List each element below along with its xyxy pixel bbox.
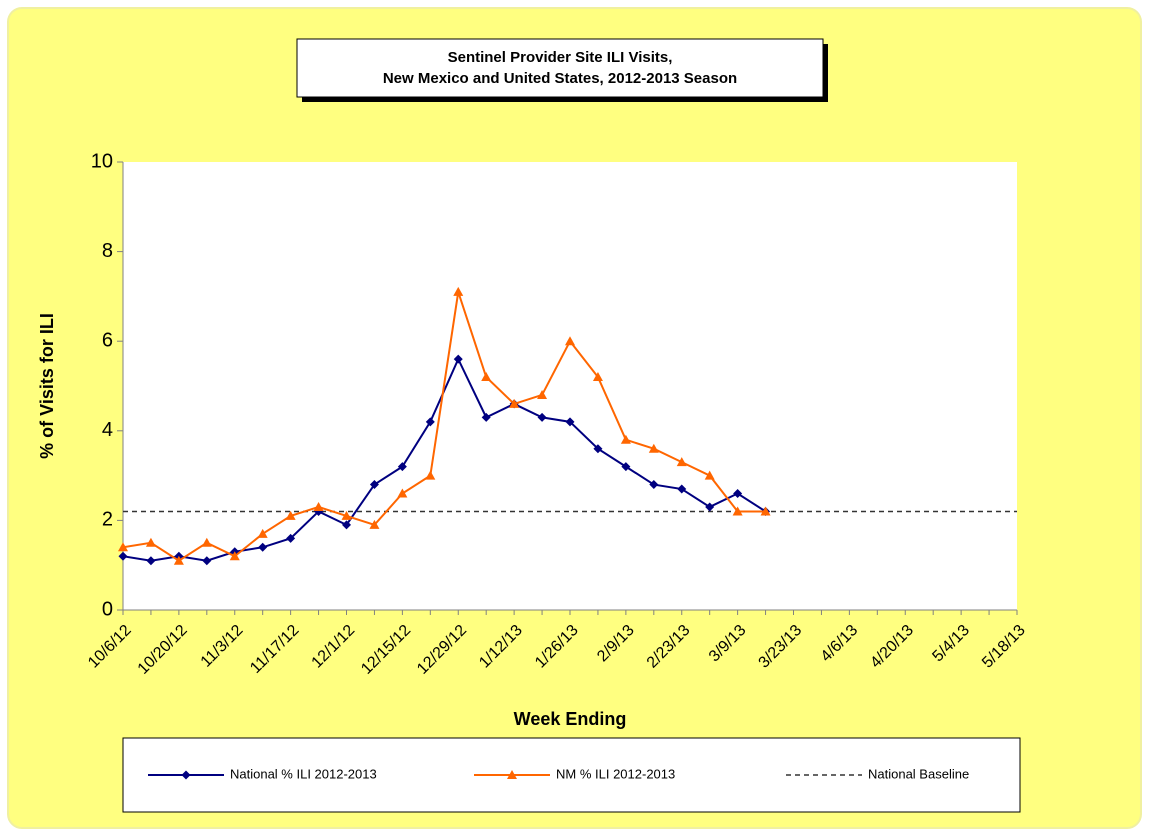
marker <box>453 354 463 364</box>
marker <box>202 556 212 566</box>
marker <box>313 501 324 511</box>
marker <box>342 520 351 530</box>
marker <box>146 556 156 566</box>
marker <box>397 462 407 472</box>
marker <box>201 537 212 547</box>
y-tick-label: 8 <box>102 240 113 262</box>
legend-label: NM % ILI 2012-2013 <box>556 766 675 781</box>
title-box <box>296 38 824 98</box>
legend-box <box>122 737 1021 813</box>
marker <box>341 510 352 520</box>
marker <box>425 470 436 480</box>
series-line <box>122 291 766 562</box>
y-axis-label: % of Visits for ILI <box>37 313 57 459</box>
marker <box>620 434 631 444</box>
plot-area <box>123 162 1017 610</box>
marker <box>453 286 464 296</box>
marker <box>509 398 520 408</box>
marker <box>425 417 435 427</box>
marker <box>481 372 492 382</box>
marker <box>173 555 184 565</box>
marker <box>369 480 379 490</box>
marker <box>565 417 575 427</box>
marker <box>145 537 156 547</box>
legend-marker <box>507 770 517 779</box>
marker <box>676 457 687 467</box>
marker <box>732 506 743 516</box>
marker <box>481 412 491 422</box>
y-tick-label: 2 <box>102 509 113 531</box>
chart-title: Sentinel Provider Site ILI Visits, <box>448 49 673 66</box>
chart-subtitle: New Mexico and United States, 2012-2013 … <box>383 70 737 87</box>
y-tick-label: 6 <box>102 329 113 351</box>
y-tick-label: 4 <box>102 419 113 441</box>
x-axis-label: Week Ending <box>514 709 627 729</box>
y-tick-label: 0 <box>102 598 113 620</box>
marker <box>592 372 603 382</box>
marker <box>397 488 408 498</box>
marker <box>621 462 631 472</box>
marker <box>258 542 268 552</box>
marker <box>593 444 603 454</box>
marker <box>705 502 715 512</box>
marker <box>118 542 128 552</box>
marker <box>704 470 715 480</box>
marker <box>565 336 575 346</box>
legend-label: National % ILI 2012-2013 <box>230 766 377 781</box>
marker <box>537 389 548 399</box>
legend-label: National Baseline <box>868 766 969 781</box>
marker <box>649 480 659 490</box>
marker <box>648 443 659 453</box>
marker <box>537 412 547 422</box>
marker <box>118 551 128 561</box>
marker <box>257 528 268 538</box>
marker <box>369 519 380 529</box>
marker <box>760 506 771 516</box>
marker <box>229 551 240 561</box>
marker <box>677 484 687 494</box>
y-tick-label: 10 <box>91 150 113 172</box>
marker <box>285 510 296 520</box>
marker <box>286 533 296 543</box>
marker <box>733 489 743 499</box>
legend-marker <box>181 770 191 780</box>
